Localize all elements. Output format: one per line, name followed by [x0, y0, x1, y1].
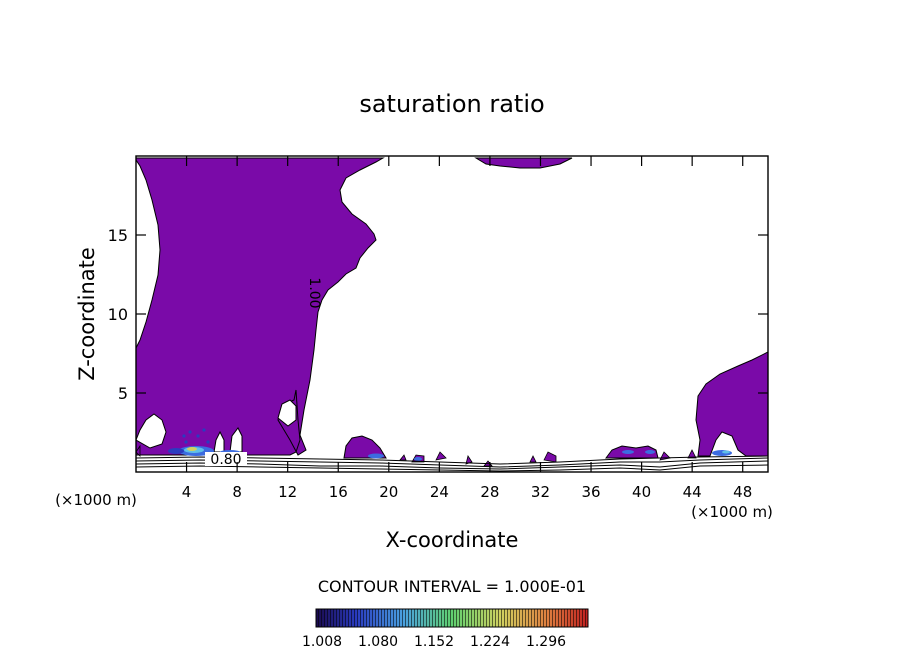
x-tick-label: 4: [182, 483, 192, 501]
x-axis-ticks: 4 8 12 16 20 24 28 32 36 40 44 48: [182, 156, 752, 501]
x-tick-label: 20: [379, 483, 398, 501]
colorbar-tick-labels: 1.008 1.080 1.152 1.224 1.296: [302, 634, 566, 650]
y-tick-label: 10: [108, 305, 128, 324]
x-axis-unit: (×1000 m): [691, 503, 773, 521]
hole-lower-a: [136, 413, 167, 449]
colorbar-tick-label: 1.008: [302, 634, 342, 650]
hole-mid: [277, 399, 297, 427]
y-axis-ticks: 5 10 15: [108, 226, 768, 403]
contour-label-group: 0.80 1.00: [205, 277, 322, 468]
fill-region-mid: [343, 435, 387, 459]
fill-small-c: [543, 451, 557, 463]
x-tick-label: 32: [531, 483, 550, 501]
x-tick-label: 8: [232, 483, 242, 501]
x-tick-label: 12: [278, 483, 297, 501]
chart-title: saturation ratio: [359, 90, 544, 118]
hole-left-upper: [136, 159, 161, 349]
x-tick-label: 44: [683, 483, 702, 501]
colorbar-frame: [315, 608, 589, 628]
hotspots: [168, 428, 732, 461]
contour-fill-regions: [136, 157, 768, 467]
x-tick-label: 24: [430, 483, 449, 501]
y-tick-label: 15: [108, 226, 128, 245]
y-axis-unit: (×1000 m): [55, 491, 137, 509]
colorbar-tick-label: 1.224: [470, 634, 510, 650]
hotspot-main-hot: [187, 447, 197, 451]
fill-region-right: [695, 351, 768, 457]
x-axis-label: X-coordinate: [386, 528, 519, 552]
fill-small-e: [529, 455, 537, 463]
colorbar: [315, 608, 589, 628]
fill-region-left: [136, 157, 385, 456]
colorbar-tick-label: 1.152: [414, 634, 454, 650]
y-tick-label: 5: [118, 384, 128, 403]
colorbar-tick-label: 1.296: [526, 634, 566, 650]
surface-contours: [136, 455, 768, 472]
x-tick-label: 16: [329, 483, 348, 501]
fill-region-top: [474, 157, 573, 169]
fill-small-b: [435, 451, 447, 461]
fill-small-i: [659, 451, 671, 461]
x-tick-label: 40: [632, 483, 651, 501]
fill-small-f: [399, 454, 407, 461]
fill-small-h: [136, 444, 141, 457]
colorbar-tick-label: 1.080: [358, 634, 398, 650]
contour-label-100: 1.00: [306, 277, 322, 308]
x-tick-label: 36: [581, 483, 600, 501]
colorbar-stripes: [316, 609, 588, 627]
x-tick-label: 28: [480, 483, 499, 501]
x-tick-label: 48: [733, 483, 752, 501]
y-axis-label: Z-coordinate: [75, 247, 99, 381]
contour-label-080: 0.80: [210, 452, 241, 468]
fill-small-j: [687, 449, 697, 459]
contour-interval-label: CONTOUR INTERVAL = 1.000E-01: [318, 577, 586, 596]
